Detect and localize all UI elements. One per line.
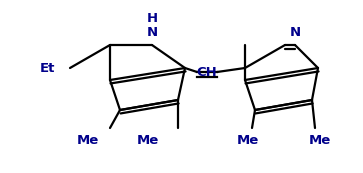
Text: Me: Me <box>237 134 259 147</box>
Text: Et: Et <box>40 61 55 75</box>
Text: Me: Me <box>309 134 331 147</box>
Text: H: H <box>146 11 158 25</box>
Text: Me: Me <box>77 134 99 147</box>
Text: N: N <box>289 25 301 39</box>
Text: CH: CH <box>197 66 217 79</box>
Text: Me: Me <box>137 134 159 147</box>
Text: N: N <box>146 25 158 39</box>
